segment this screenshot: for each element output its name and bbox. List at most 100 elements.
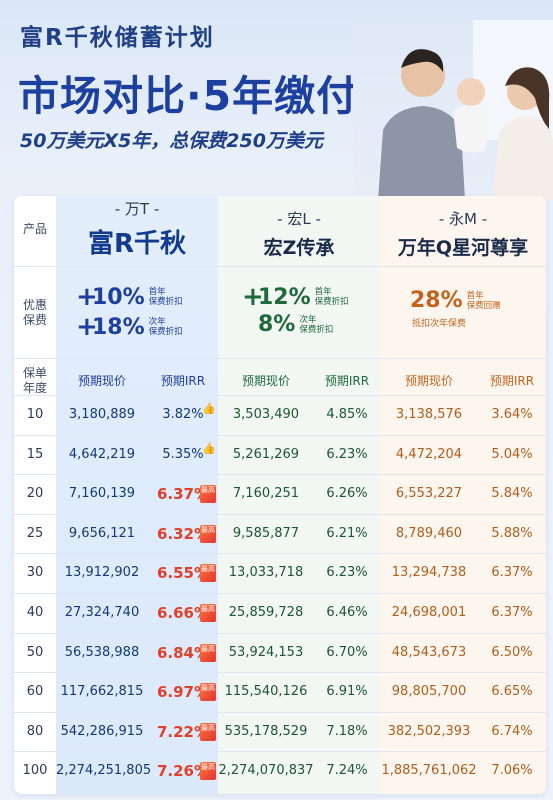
product-a-code: - 万T -	[114, 200, 160, 218]
product-c-discount: 28% 首年 保费回赠 抵扣次年保费	[410, 288, 501, 329]
cell-b-pv: 13,033,718	[228, 565, 304, 581]
cell-c-irr: 6.50%	[491, 644, 533, 660]
highest-badge-icon: 最高	[200, 564, 216, 583]
product-c-header: - 永M - 万年Q星河尊享	[380, 208, 546, 260]
cell-year: 30	[26, 565, 44, 581]
cell-c-pv: 48,543,673	[391, 644, 467, 660]
cell-c-pv: 1,885,761,062	[381, 763, 477, 779]
highest-badge-icon: 最高	[200, 524, 216, 543]
cell-c-irr: 6.74%	[491, 723, 533, 739]
cell-a-irr: 7.22%	[156, 722, 210, 741]
cell-b-pv: 5,261,269	[232, 446, 300, 462]
highest-badge-icon: 最高	[200, 485, 216, 504]
cell-a-pv: 4,642,219	[68, 446, 136, 462]
cell-a-pv: 7,160,139	[68, 486, 136, 502]
product-c-name: 万年Q星河尊享	[397, 237, 529, 259]
cell-b-irr: 6.46%	[326, 605, 368, 620]
cell-c-irr: 7.06%	[491, 763, 533, 779]
cell-c-pv: 382,502,393	[387, 723, 471, 739]
cell-c-pv: 3,138,576	[395, 407, 463, 422]
product-b-code: - 宏L -	[277, 210, 321, 228]
cell-year: 80	[26, 723, 44, 739]
col-c-irr-header: 预期IRR	[489, 374, 535, 388]
cell-b-irr: 6.91%	[326, 684, 368, 700]
cell-a-pv: 9,656,121	[68, 525, 136, 541]
cell-year: 50	[26, 644, 44, 660]
comparison-table: 产品 优惠 保费 保单 年度 - 万T - 富R千秋 - 宏L - 宏Z传承 -…	[14, 196, 546, 794]
discount-first-year: 12%	[258, 284, 311, 310]
cell-b-irr: 6.23%	[326, 565, 368, 581]
cell-a-pv: 13,912,902	[64, 565, 140, 581]
cell-b-pv: 535,178,529	[224, 723, 308, 739]
product-row-label: 产品	[22, 222, 47, 236]
cell-b-pv: 25,859,728	[228, 605, 304, 620]
cell-year: 60	[26, 684, 44, 700]
cell-b-pv: 53,924,153	[228, 644, 304, 660]
thumbs-up-icon: 👍	[202, 402, 216, 415]
cell-b-irr: 7.18%	[326, 723, 368, 739]
cell-year: 15	[26, 446, 44, 462]
family-photo	[353, 20, 553, 200]
cell-b-irr: 4.85%	[326, 407, 368, 422]
cell-b-pv: 2,274,070,837	[218, 763, 314, 779]
col-b-irr-header: 预期IRR	[324, 374, 370, 388]
cell-b-irr: 6.26%	[326, 486, 368, 502]
cell-b-pv: 115,540,126	[224, 684, 308, 700]
cell-c-pv: 98,805,700	[391, 684, 467, 700]
highest-badge-icon: 最高	[200, 604, 216, 622]
col-a-irr-header: 预期IRR	[160, 374, 206, 388]
cell-c-irr: 5.84%	[491, 486, 533, 502]
product-b-header: - 宏L - 宏Z传承	[218, 208, 380, 260]
col-a-pv-header: 预期现价	[77, 374, 126, 388]
product-b-name: 宏Z传承	[263, 237, 335, 259]
cell-a-pv: 2,274,251,805	[56, 763, 152, 779]
cell-b-irr: 6.21%	[326, 525, 368, 541]
cell-c-irr: 6.37%	[491, 605, 533, 620]
cell-c-pv: 24,698,001	[391, 605, 467, 620]
cell-c-pv: 4,472,204	[395, 446, 463, 462]
cell-b-pv: 3,503,490	[232, 407, 300, 422]
discount-second-year: 8%	[258, 312, 296, 337]
thumbs-up-icon: 👍	[202, 441, 216, 455]
highest-badge-icon: 最高	[200, 762, 216, 781]
cell-year: 25	[26, 525, 44, 541]
policy-year-row-label: 保单 年度	[22, 366, 47, 395]
cell-b-irr: 7.24%	[326, 763, 368, 779]
cell-b-irr: 6.23%	[326, 446, 368, 462]
cell-year: 100	[22, 763, 48, 779]
cell-a-irr: 6.66%	[156, 604, 210, 622]
cell-a-irr: 6.84%	[156, 643, 210, 662]
discount-row-label: 优惠 保费	[22, 298, 47, 327]
cell-a-irr: 6.37%	[156, 485, 210, 504]
cell-a-irr: 3.82%	[162, 407, 204, 422]
cell-c-pv: 8,789,460	[395, 525, 463, 541]
page-header: 富R千秋储蓄计划 市场对比·5年缴付 50万美元X5年，总保费250万美元	[0, 0, 553, 200]
cell-a-pv: 3,180,889	[68, 407, 136, 422]
rebate-note: 抵扣次年保费	[412, 319, 467, 329]
col-c-pv-header: 预期现价	[404, 374, 453, 388]
cell-c-irr: 5.88%	[491, 525, 533, 541]
cell-b-pv: 9,585,877	[232, 525, 300, 541]
cell-c-irr: 3.64%	[491, 407, 533, 422]
cell-a-irr: 5.35%	[162, 446, 204, 462]
cell-b-irr: 6.70%	[326, 644, 368, 660]
cell-c-irr: 6.37%	[491, 565, 533, 581]
cell-a-irr: 7.26%	[156, 762, 210, 781]
comparison-title: 市场对比·5年缴付	[18, 72, 359, 120]
product-c-code: - 永M -	[438, 210, 488, 228]
col-b-pv-header: 预期现价	[241, 374, 290, 388]
cell-year: 20	[26, 486, 44, 502]
cell-a-pv: 542,286,915	[60, 723, 144, 739]
cell-a-pv: 27,324,740	[64, 605, 140, 620]
discount-second-year: 18%	[92, 314, 145, 340]
cell-c-pv: 13,294,738	[391, 565, 467, 581]
cell-b-pv: 7,160,251	[232, 486, 300, 502]
cell-year: 10	[26, 407, 44, 422]
product-a-discount: + 10% 首年 保费折扣 + 18% 次年 保费折扣	[76, 282, 183, 342]
plan-title: 富R千秋储蓄计划	[20, 25, 215, 51]
highest-badge-icon: 最高	[200, 683, 216, 702]
cell-a-irr: 6.32%	[156, 524, 210, 543]
product-b-discount: + 12% 首年 保费折扣 8% 次年 保费折扣	[242, 282, 349, 337]
premium-rebate: 28%	[410, 288, 463, 313]
highest-badge-icon: 最高	[200, 643, 216, 662]
